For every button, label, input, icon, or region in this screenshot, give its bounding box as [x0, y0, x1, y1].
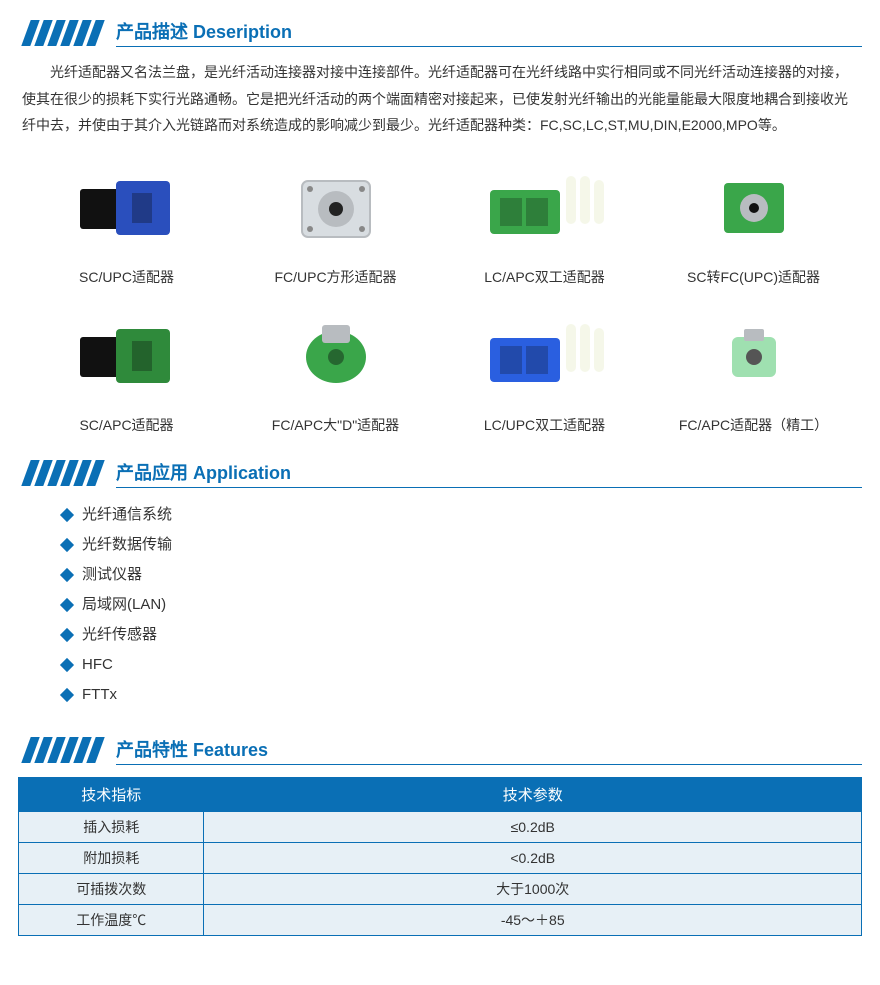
spec-name: 可插拨次数 — [19, 873, 204, 904]
product-item: LC/UPC双工适配器 — [448, 305, 641, 435]
application-item-label: 光纤传感器 — [82, 620, 157, 650]
stripes-icon — [26, 20, 104, 46]
section-title-description: 产品描述 Deseription — [116, 18, 862, 47]
application-item: 光纤传感器 — [62, 620, 862, 650]
application-item: 光纤数据传输 — [62, 530, 862, 560]
spec-name: 工作温度℃ — [19, 904, 204, 935]
product-image — [239, 157, 432, 257]
product-label: LC/APC双工适配器 — [448, 267, 641, 287]
product-image — [448, 305, 641, 405]
product-grid: SC/UPC适配器 FC/UPC方形适配器 LC/APC双工适配器 SC转FC(… — [30, 157, 850, 435]
product-label: FC/APC适配器（精工） — [657, 415, 850, 435]
spec-value: 大于1000次 — [204, 873, 862, 904]
product-label: LC/UPC双工适配器 — [448, 415, 641, 435]
application-item: FTTx — [62, 680, 862, 710]
table-row: 工作温度℃-45～＋85 — [19, 904, 862, 935]
stripes-icon — [26, 460, 104, 486]
bullet-diamond-icon — [60, 598, 74, 612]
table-row: 插入损耗≤0.2dB — [19, 811, 862, 842]
spec-name: 插入损耗 — [19, 811, 204, 842]
application-list: 光纤通信系统光纤数据传输测试仪器局域网(LAN)光纤传感器HFCFTTx — [62, 500, 862, 710]
application-item-label: 光纤数据传输 — [82, 530, 172, 560]
product-item: FC/APC适配器（精工） — [657, 305, 850, 435]
product-image — [448, 157, 641, 257]
section-header-features: 产品特性 Features — [26, 736, 862, 765]
application-item-label: 局域网(LAN) — [82, 590, 166, 620]
product-item: LC/APC双工适配器 — [448, 157, 641, 287]
product-image — [30, 157, 223, 257]
features-table: 技术指标 技术参数 插入损耗≤0.2dB附加损耗<0.2dB可插拨次数大于100… — [18, 777, 862, 936]
bullet-diamond-icon — [60, 628, 74, 642]
stripes-icon — [26, 737, 104, 763]
product-item: FC/UPC方形适配器 — [239, 157, 432, 287]
table-header-spec: 技术指标 — [19, 777, 204, 811]
product-image — [657, 305, 850, 405]
product-item: SC/APC适配器 — [30, 305, 223, 435]
spec-value: -45～＋85 — [204, 904, 862, 935]
product-image — [657, 157, 850, 257]
product-item: SC转FC(UPC)适配器 — [657, 157, 850, 287]
table-row: 可插拨次数大于1000次 — [19, 873, 862, 904]
product-item: SC/UPC适配器 — [30, 157, 223, 287]
product-label: SC/UPC适配器 — [30, 267, 223, 287]
application-item: HFC — [62, 650, 862, 680]
spec-value: ≤0.2dB — [204, 811, 862, 842]
bullet-diamond-icon — [60, 658, 74, 672]
product-image — [30, 305, 223, 405]
product-label: FC/APC大"D"适配器 — [239, 415, 432, 435]
application-item-label: HFC — [82, 650, 113, 680]
table-header-value: 技术参数 — [204, 777, 862, 811]
application-item-label: 光纤通信系统 — [82, 500, 172, 530]
application-item-label: 测试仪器 — [82, 560, 142, 590]
description-body: 光纤适配器又名法兰盘，是光纤活动连接器对接中连接部件。光纤适配器可在光纤线路中实… — [22, 59, 858, 139]
table-row: 附加损耗<0.2dB — [19, 842, 862, 873]
spec-name: 附加损耗 — [19, 842, 204, 873]
bullet-diamond-icon — [60, 508, 74, 522]
section-header-application: 产品应用 Application — [26, 459, 862, 488]
product-item: FC/APC大"D"适配器 — [239, 305, 432, 435]
spec-value: <0.2dB — [204, 842, 862, 873]
bullet-diamond-icon — [60, 688, 74, 702]
bullet-diamond-icon — [60, 568, 74, 582]
section-title-features: 产品特性 Features — [116, 736, 862, 765]
application-item: 光纤通信系统 — [62, 500, 862, 530]
features-table-body: 插入损耗≤0.2dB附加损耗<0.2dB可插拨次数大于1000次工作温度℃-45… — [19, 811, 862, 935]
bullet-diamond-icon — [60, 538, 74, 552]
section-header-description: 产品描述 Deseription — [26, 18, 862, 47]
section-title-application: 产品应用 Application — [116, 459, 862, 488]
application-item: 局域网(LAN) — [62, 590, 862, 620]
product-label: SC转FC(UPC)适配器 — [657, 267, 850, 287]
product-image — [239, 305, 432, 405]
product-label: SC/APC适配器 — [30, 415, 223, 435]
application-item: 测试仪器 — [62, 560, 862, 590]
product-label: FC/UPC方形适配器 — [239, 267, 432, 287]
application-item-label: FTTx — [82, 680, 117, 710]
